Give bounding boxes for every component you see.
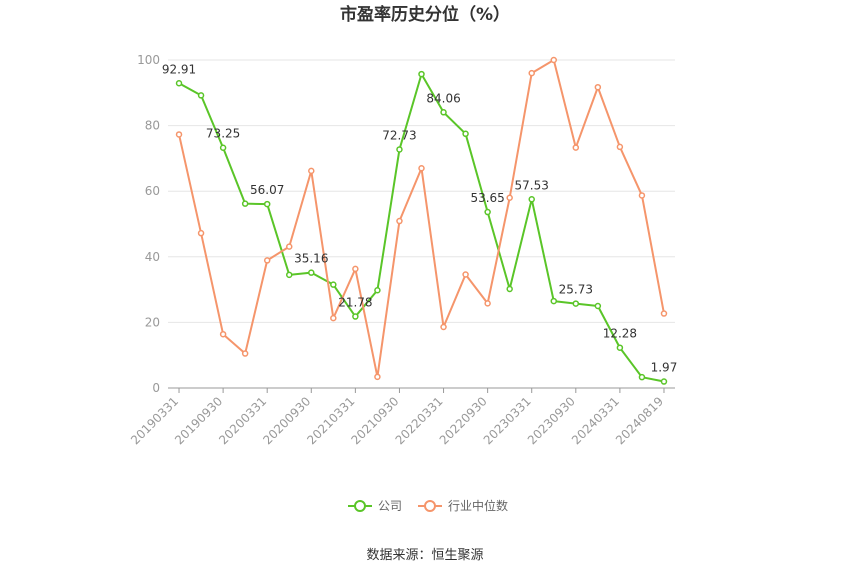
legend-item[interactable]: 公司 [348, 499, 402, 513]
series-line [178, 59, 665, 378]
data-point [528, 196, 535, 203]
data-point [396, 146, 403, 153]
data-point [308, 269, 315, 276]
y-tick-label: 60 [145, 184, 160, 198]
data-label: 1.97 [651, 361, 678, 375]
data-point [352, 265, 359, 273]
data-point [616, 344, 624, 351]
data-point [462, 130, 469, 138]
series-layer [175, 56, 668, 385]
data-point [175, 80, 183, 87]
data-label: 73.25 [206, 127, 240, 141]
data-label: 25.73 [559, 283, 593, 297]
data-point [440, 323, 447, 331]
grid-lines [168, 59, 675, 323]
data-point [241, 200, 249, 207]
data-point [374, 373, 381, 381]
data-point [285, 243, 293, 250]
data-point [330, 281, 337, 288]
legend-marker [424, 500, 436, 512]
data-point [550, 297, 558, 305]
data-point [550, 56, 558, 64]
legend-label: 公司 [378, 499, 402, 513]
data-label: 35.16 [294, 252, 328, 266]
data-point [660, 310, 668, 317]
data-label: 92.91 [162, 62, 196, 76]
y-tick-label: 80 [145, 119, 160, 133]
legend[interactable]: 公司 行业中位数 [348, 498, 508, 513]
data-point [241, 350, 249, 357]
data-point [594, 302, 602, 310]
data-label: 84.06 [426, 91, 460, 105]
series-line [178, 73, 665, 383]
data-point [175, 131, 183, 138]
data-point [219, 330, 227, 338]
data-point [308, 167, 315, 175]
legend-item[interactable]: 行业中位数 [418, 498, 508, 513]
y-tick-label: 40 [145, 250, 160, 264]
x-axis: 2019033120190930202003312020093020210331… [128, 387, 675, 447]
data-point [418, 164, 425, 172]
data-point [616, 143, 624, 151]
data-point [462, 271, 469, 278]
data-label: 56.07 [250, 183, 284, 197]
data-label: 53.65 [470, 191, 504, 205]
data-point [263, 257, 271, 264]
data-labels: 92.91 73.25 56.07 35.16 21.78 72.73 84.06 53.65… [162, 62, 677, 374]
data-point [197, 229, 205, 237]
data-label: 57.53 [515, 178, 549, 192]
data-point [660, 378, 668, 385]
data-label: 72.73 [382, 128, 416, 142]
data-point [506, 194, 513, 202]
data-point [594, 83, 602, 91]
data-point [374, 287, 381, 294]
data-point [572, 300, 580, 307]
data-point [484, 208, 491, 216]
data-point [506, 285, 513, 293]
data-point [638, 192, 646, 199]
y-tick-label: 100 [137, 53, 160, 67]
data-point [352, 313, 359, 320]
data-point [484, 300, 491, 307]
x-tick-label: 20240819 [613, 394, 666, 447]
data-point [197, 92, 205, 99]
y-tick-label: 20 [145, 315, 160, 329]
data-point [638, 373, 646, 381]
data-point [263, 200, 271, 208]
data-point [440, 109, 447, 116]
data-point [219, 144, 227, 151]
data-point [572, 144, 580, 151]
data-point [528, 69, 535, 77]
data-label: 12.28 [603, 327, 637, 341]
legend-label: 行业中位数 [448, 498, 508, 513]
series-0 [175, 70, 668, 385]
legend-marker [354, 500, 366, 512]
data-point [396, 217, 403, 225]
data-point [418, 70, 425, 78]
data-point [330, 314, 337, 322]
y-axis: 0 20 40 60 80 100 [137, 53, 160, 395]
data-source: 数据来源：恒生聚源 [366, 548, 483, 563]
series-1 [175, 56, 668, 381]
data-point [285, 271, 293, 279]
chart-title: 市盈率历史分位（%） [340, 4, 510, 25]
data-label: 21.78 [338, 296, 372, 310]
y-tick-label: 0 [152, 381, 160, 395]
